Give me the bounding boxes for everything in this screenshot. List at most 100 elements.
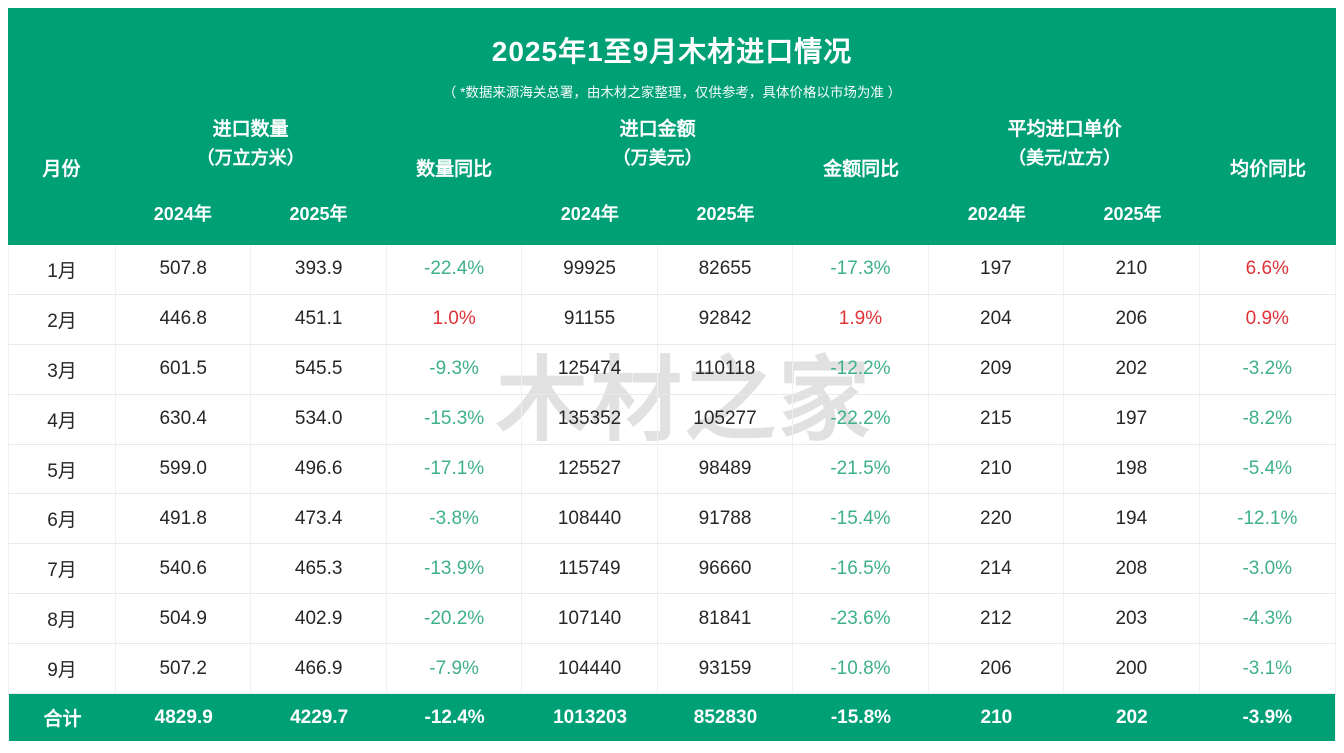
table-row: 2月 446.8 451.1 1.0% 91155 92842 1.9% 204 206 0.9%: [9, 294, 1335, 345]
quantity-group-label: 进口数量: [212, 119, 289, 140]
cell-q-yoy: -17.1%: [387, 444, 523, 494]
cell-a-yoy: -15.8%: [830, 706, 892, 728]
cell-p2025: 202: [1064, 344, 1200, 394]
cell-a2025: 92842: [658, 294, 794, 344]
table-total-row: 合计 4829.9 4229.7 -12.4% 1013203 852830 -15.8% 2…: [9, 694, 1335, 742]
cell-p2025: 203: [1064, 594, 1200, 644]
cell-q2025: 451.1: [251, 294, 387, 344]
col-header-month: 月份: [42, 159, 81, 180]
cell-q2025: 473.4: [251, 494, 387, 544]
cell-p2025: 200: [1064, 644, 1200, 694]
cell-q2025: 393.9: [251, 245, 387, 294]
cell-p2024: 215: [929, 394, 1065, 444]
col-header-price-yoy: 均价同比: [1230, 159, 1307, 180]
cell-a-yoy: -12.2%: [793, 344, 929, 394]
cell-month: 9月: [9, 644, 116, 694]
cell-q2025: 4229.7: [290, 706, 349, 728]
price-group-label: 平均进口单价: [1007, 119, 1122, 140]
cell-a2025: 98489: [658, 444, 794, 494]
cell-p2025: 202: [1115, 706, 1148, 728]
col-header-quantity-group: 进口数量 （万立方米）: [115, 116, 386, 172]
cell-p2025: 194: [1064, 494, 1200, 544]
cell-q-yoy: -7.9%: [387, 644, 523, 694]
cell-q2025: 545.5: [251, 344, 387, 394]
cell-q-yoy: -9.3%: [387, 344, 523, 394]
col-header-quantity-yoy: 数量同比: [416, 159, 493, 180]
cell-q-yoy: -3.8%: [387, 494, 523, 544]
table-row: 6月 491.8 473.4 -3.8% 108440 91788 -15.4% 220 194…: [9, 494, 1335, 545]
subheader-quantity-2025: 2025年: [289, 204, 348, 224]
cell-a2024: 125527: [522, 444, 658, 494]
cell-p2024: 212: [929, 594, 1065, 644]
cell-a2024: 91155: [522, 294, 658, 344]
amount-unit-label: （万美元）: [612, 148, 703, 168]
table-row: 8月 504.9 402.9 -20.2% 107140 81841 -23.6% 212 20…: [9, 594, 1335, 645]
cell-p2024: 197: [929, 245, 1065, 294]
page-title: 2025年1至9月木材进口情况: [491, 36, 853, 67]
cell-p2024: 220: [929, 494, 1065, 544]
cell-month: 5月: [9, 444, 116, 494]
cell-month: 6月: [9, 494, 116, 544]
table-row: 5月 599.0 496.6 -17.1% 125527 98489 -21.5% 210 19…: [9, 444, 1335, 495]
cell-q-yoy: -13.9%: [387, 544, 523, 594]
cell-a-yoy: -23.6%: [793, 594, 929, 644]
cell-p2025: 208: [1064, 544, 1200, 594]
cell-q2024: 540.6: [116, 544, 252, 594]
table-body: 1月 507.8 393.9 -22.4% 99925 82655 -17.3% 197 210…: [8, 245, 1336, 742]
cell-p-yoy: -3.0%: [1242, 557, 1293, 579]
cell-q-yoy: -15.3%: [387, 394, 523, 444]
cell-a2024: 99925: [522, 245, 658, 294]
cell-a2025: 852830: [693, 706, 758, 728]
title-block: 2025年1至9月木材进口情况 （ *数据来源海关总署，由木材之家整理，仅供参考…: [8, 8, 1336, 101]
cell-p2025: 210: [1064, 245, 1200, 294]
cell-p-yoy: -3.2%: [1242, 358, 1293, 380]
cell-a-yoy: -22.2%: [793, 394, 929, 444]
cell-month: 2月: [9, 294, 116, 344]
cell-q2025: 534.0: [251, 394, 387, 444]
cell-a2024: 104440: [522, 644, 658, 694]
cell-q2025: 496.6: [251, 444, 387, 494]
column-headers: 月份 进口数量 （万立方米） 数量同比 进口金额 （万美元） 金额同比 平均进口…: [8, 101, 1336, 245]
subheader-quantity-2024: 2024年: [153, 204, 212, 224]
col-header-amount-group: 进口金额 （万美元）: [522, 116, 793, 172]
subheader-price-2024: 2024年: [967, 204, 1026, 224]
cell-q2024: 446.8: [116, 294, 252, 344]
cell-p2024: 209: [929, 344, 1065, 394]
cell-p-yoy: -3.9%: [1242, 706, 1293, 728]
cell-q2024: 504.9: [116, 594, 252, 644]
cell-a2024: 125474: [522, 344, 658, 394]
cell-p-yoy: -4.3%: [1242, 607, 1293, 629]
table-row: 1月 507.8 393.9 -22.4% 99925 82655 -17.3% 197 210…: [9, 245, 1335, 295]
table-header: 2025年1至9月木材进口情况 （ *数据来源海关总署，由木材之家整理，仅供参考…: [8, 8, 1336, 245]
report-board: 木材之家 2025年1至9月木材进口情况 （ *数据来源海关总署，由木材之家整理…: [8, 8, 1336, 742]
cell-p-yoy: 0.9%: [1245, 308, 1289, 330]
cell-a2025: 81841: [658, 594, 794, 644]
cell-q2025: 402.9: [251, 594, 387, 644]
cell-p2025: 197: [1064, 394, 1200, 444]
cell-month: 7月: [9, 544, 116, 594]
cell-a-yoy: -15.4%: [793, 494, 929, 544]
table-row: 9月 507.2 466.9 -7.9% 104440 93159 -10.8% 206 200…: [9, 644, 1335, 695]
cell-p-yoy: -3.1%: [1242, 657, 1293, 679]
subheader-amount-2024: 2024年: [560, 204, 619, 224]
cell-p2024: 210: [929, 444, 1065, 494]
col-header-price-group: 平均进口单价 （美元/立方）: [929, 116, 1200, 172]
cell-month: 4月: [9, 394, 116, 444]
cell-q2025: 466.9: [251, 644, 387, 694]
cell-q-yoy: -20.2%: [387, 594, 523, 644]
subheader-price-2025: 2025年: [1103, 204, 1162, 224]
table-row: 4月 630.4 534.0 -15.3% 135352 105277 -22.2% 215 1…: [9, 394, 1335, 445]
cell-p2024: 210: [980, 706, 1013, 728]
cell-p-yoy: -5.4%: [1242, 458, 1293, 479]
cell-q-yoy: 1.0%: [387, 294, 523, 344]
cell-a2025: 82655: [658, 245, 794, 294]
cell-q2024: 4829.9: [154, 706, 213, 728]
cell-p2025: 198: [1064, 444, 1200, 494]
cell-month: 1月: [9, 245, 116, 294]
amount-group-label: 进口金额: [619, 119, 696, 140]
cell-a2024: 135352: [522, 394, 658, 444]
cell-a-yoy: -17.3%: [793, 245, 929, 294]
cell-month: 3月: [9, 344, 116, 394]
cell-q2024: 630.4: [116, 394, 252, 444]
